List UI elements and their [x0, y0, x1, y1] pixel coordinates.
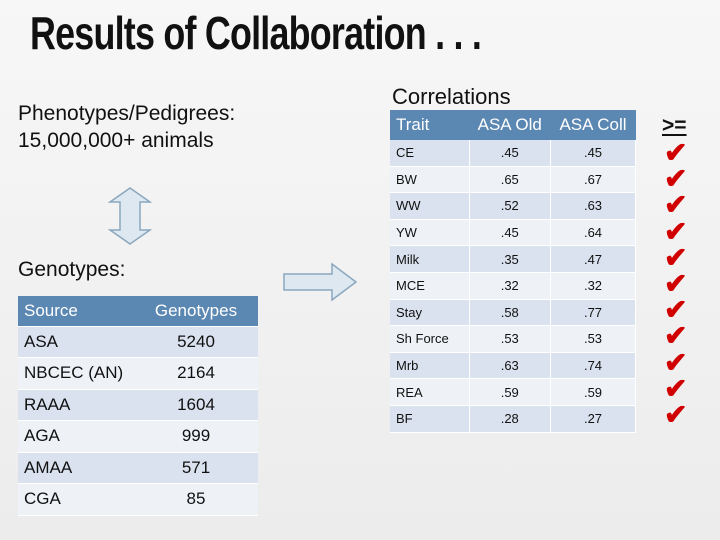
asa-coll-cell: .45: [550, 140, 636, 167]
genotypes-cell: 999: [134, 420, 258, 453]
check-mark-icon: ✔: [664, 189, 688, 221]
correlation-table-body: CE .45.45 BW .65.67 WW .52.63 YW .45.64 Milk .35.…: [390, 140, 636, 433]
correlation-table: Trait ASA Old ASA Coll CE .45.45 BW .65.67 W…: [390, 110, 636, 433]
table-row: CE .45.45: [390, 140, 636, 167]
genotypes-cell: 2164: [134, 357, 258, 390]
column-header-source: Source: [18, 296, 134, 327]
phenotypes-line2: 15,000,000+ animals: [18, 129, 214, 152]
trait-cell: Stay: [390, 299, 470, 327]
check-column: ✔ ✔ ✔ ✔ ✔ ✔ ✔ ✔ ✔ ✔ ✔: [664, 137, 698, 430]
table-row: Stay .58.77: [390, 299, 636, 327]
source-cell: RAAA: [18, 389, 134, 421]
check-mark-icon: ✔: [664, 267, 688, 299]
table-row: WW .52.63: [390, 192, 636, 220]
genotypes-heading: Genotypes:: [18, 258, 126, 281]
table-row: RAAA 1604: [18, 389, 258, 421]
asa-old-cell: .63: [469, 352, 551, 380]
table-row: BW .65.67: [390, 166, 636, 194]
double-arrow-icon: [107, 187, 153, 245]
asa-old-cell: .53: [469, 325, 551, 353]
check-mark-icon: ✔: [664, 398, 688, 430]
asa-old-cell: .45: [469, 140, 551, 167]
asa-old-cell: .35: [469, 245, 551, 273]
table-header-row: Source Genotypes: [18, 296, 258, 327]
asa-coll-cell: .64: [550, 219, 636, 247]
source-cell: AMAA: [18, 452, 134, 484]
phenotypes-text: Phenotypes/Pedigrees: 15,000,000+ animal…: [18, 100, 235, 154]
check-mark-icon: ✔: [664, 241, 688, 273]
asa-old-cell: .59: [469, 378, 551, 406]
table-row: NBCEC (AN) 2164: [18, 357, 258, 390]
column-header-asa-coll: ASA Coll: [550, 110, 636, 140]
trait-cell: CE: [390, 140, 470, 167]
comparison-label: >=: [662, 114, 687, 137]
asa-old-cell: .32: [469, 272, 551, 300]
check-mark-icon: ✔: [664, 372, 688, 404]
trait-cell: MCE: [390, 272, 470, 300]
check-mark-icon: ✔: [664, 215, 688, 247]
check-mark-icon: ✔: [664, 294, 688, 326]
asa-coll-cell: .74: [550, 352, 636, 380]
asa-coll-cell: .27: [550, 405, 636, 433]
table-row: AGA 999: [18, 420, 258, 453]
trait-cell: BF: [390, 405, 470, 433]
genotypes-cell: 5240: [134, 326, 258, 358]
genotypes-cell: 1604: [134, 389, 258, 421]
genotype-source-table: Source Genotypes ASA 5240 NBCEC (AN) 216…: [18, 296, 258, 516]
table-row: AMAA 571: [18, 452, 258, 484]
asa-coll-cell: .63: [550, 192, 636, 220]
trait-cell: BW: [390, 166, 470, 194]
asa-coll-cell: .47: [550, 245, 636, 273]
asa-coll-cell: .77: [550, 299, 636, 327]
column-header-genotypes: Genotypes: [134, 296, 258, 327]
check-mark-icon: ✔: [664, 163, 688, 195]
asa-old-cell: .52: [469, 192, 551, 220]
check-mark-icon: ✔: [664, 346, 688, 378]
table-row: Sh Force .53.53: [390, 325, 636, 353]
table-row: BF .28.27: [390, 405, 636, 433]
genotypes-cell: 85: [134, 483, 258, 516]
column-header-trait: Trait: [390, 110, 469, 140]
correlations-heading: Correlations: [392, 84, 511, 109]
trait-cell: WW: [390, 192, 470, 220]
trait-cell: Sh Force: [390, 325, 470, 353]
asa-old-cell: .65: [469, 166, 551, 194]
source-cell: AGA: [18, 420, 134, 453]
trait-cell: Mrb: [390, 352, 470, 380]
asa-coll-cell: .59: [550, 378, 636, 406]
asa-coll-cell: .67: [550, 166, 636, 194]
source-cell: CGA: [18, 483, 134, 516]
asa-old-cell: .28: [469, 405, 551, 433]
check-mark-icon: ✔: [664, 320, 688, 352]
trait-cell: REA: [390, 378, 470, 406]
asa-old-cell: .45: [469, 219, 551, 247]
trait-cell: Milk: [390, 245, 470, 273]
table-header-row: Trait ASA Old ASA Coll: [390, 110, 636, 140]
table-row: Mrb .63.74: [390, 352, 636, 380]
asa-old-cell: .58: [469, 299, 551, 327]
source-cell: ASA: [18, 326, 134, 358]
column-header-asa-old: ASA Old: [469, 110, 551, 140]
right-arrow-icon: [283, 262, 358, 302]
table-row: YW .45.64: [390, 219, 636, 247]
source-cell: NBCEC (AN): [18, 357, 134, 390]
check-mark-icon: ✔: [664, 137, 688, 168]
table-row: Milk .35.47: [390, 245, 636, 273]
table-row: CGA 85: [18, 483, 258, 516]
page-title: Results of Collaboration . . .: [30, 7, 482, 59]
trait-cell: YW: [390, 219, 470, 247]
table-row: REA .59.59: [390, 378, 636, 406]
genotypes-cell: 571: [134, 452, 258, 484]
table-row: MCE .32.32: [390, 272, 636, 300]
asa-coll-cell: .32: [550, 272, 636, 300]
asa-coll-cell: .53: [550, 325, 636, 353]
table-row: ASA 5240: [18, 326, 258, 358]
phenotypes-line1: Phenotypes/Pedigrees:: [18, 102, 236, 125]
